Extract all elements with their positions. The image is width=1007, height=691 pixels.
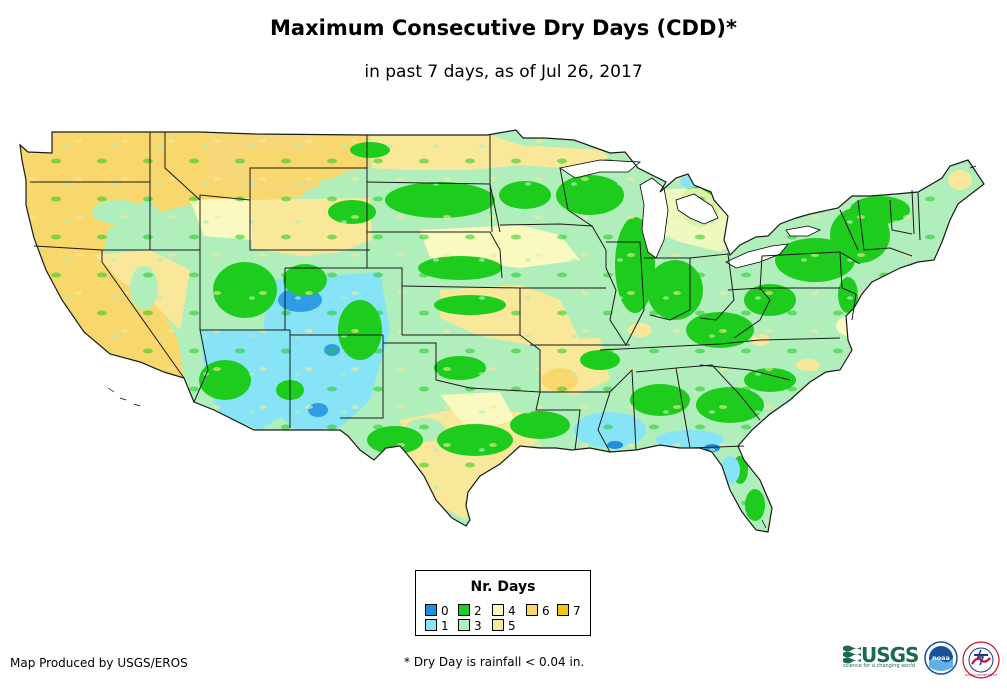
legend-label-1: 1	[441, 619, 449, 633]
dry-day-note: * Dry Day is rainfall < 0.04 in.	[404, 655, 585, 669]
usgs-logo: USGS science for a changing world	[843, 642, 919, 670]
legend-swatch-4	[492, 604, 504, 616]
legend-item-5: 5	[492, 619, 516, 632]
legend-label-5: 5	[508, 619, 516, 633]
legend-label-7: 7	[573, 604, 581, 618]
legend-label-4: 4	[508, 604, 516, 618]
noaa-logo: noaa	[924, 641, 958, 675]
legend-swatch-2	[458, 604, 470, 616]
legend-item-4: 4	[492, 604, 516, 617]
coastal-islands	[107, 165, 977, 529]
legend-item-0: 0	[425, 604, 449, 617]
legend: Nr. Days 0 1 2 3 4 5 6 7	[415, 570, 591, 636]
legend-title: Nr. Days	[470, 579, 536, 595]
legend-swatch-1	[425, 619, 437, 631]
legend-label-3: 3	[474, 619, 482, 633]
legend-item-6: 6	[526, 604, 550, 617]
legend-label-6: 6	[542, 604, 550, 618]
cdd-fill	[20, 130, 984, 532]
legend-item-1: 1	[425, 619, 449, 632]
legend-item-7: 7	[557, 604, 581, 617]
usgs-wordmark: USGS	[861, 643, 919, 667]
legend-swatch-6	[526, 604, 538, 616]
legend-swatch-7	[557, 604, 569, 616]
noaa-text: noaa	[932, 654, 950, 662]
legend-item-2: 2	[458, 604, 482, 617]
usgs-wave-icon	[843, 645, 861, 664]
state-boundaries	[19, 129, 985, 533]
map-subtitle: in past 7 days, as of Jul 26, 2017	[364, 62, 643, 82]
legend-swatch-3	[458, 619, 470, 631]
legend-label-0: 0	[441, 604, 449, 618]
credit-text: Map Produced by USGS/EROS	[10, 656, 188, 670]
legend-item-3: 3	[458, 619, 482, 632]
nws-text: NATIONAL WEATHER SERVICE	[965, 674, 998, 677]
great-lakes	[558, 159, 822, 269]
map-title: Maximum Consecutive Dry Days (CDD)*	[270, 16, 737, 40]
legend-swatch-0	[425, 604, 437, 616]
legend-label-2: 2	[474, 604, 482, 618]
usgs-tagline: science for a changing world	[843, 663, 915, 669]
nws-logo: NATIONAL WEATHER SERVICE	[962, 641, 1000, 679]
legend-swatch-5	[492, 619, 504, 631]
